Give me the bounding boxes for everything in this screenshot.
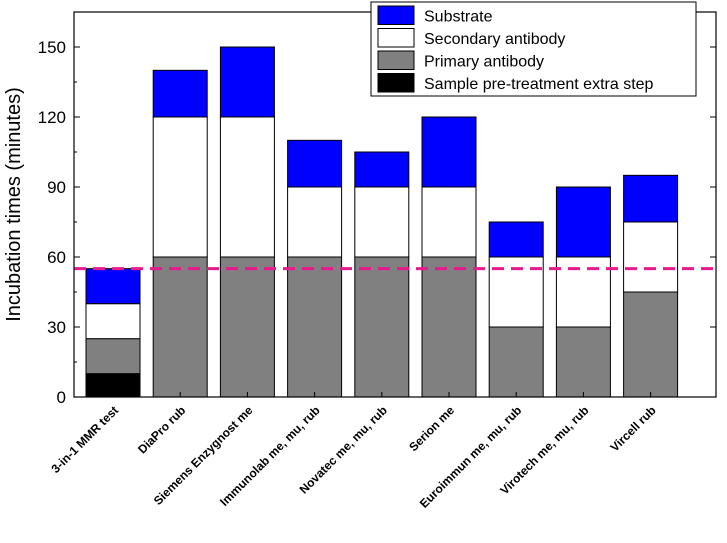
bars-layer xyxy=(85,46,679,398)
bar-segment-primary-antibody xyxy=(287,256,343,398)
bar-segment-secondary-antibody xyxy=(354,186,410,258)
x-category-label: Serion me xyxy=(406,403,457,454)
y-tick-label: 60 xyxy=(47,248,66,267)
bar-segment-substrate xyxy=(488,221,544,258)
bar-segment-substrate xyxy=(623,174,679,223)
y-tick-label: 0 xyxy=(57,388,66,407)
bar-segment-secondary-antibody xyxy=(85,303,141,340)
y-tick-label: 30 xyxy=(47,318,66,337)
bar-segment-primary-antibody xyxy=(152,256,208,398)
bar-segment-substrate xyxy=(421,116,477,188)
y-tick-label: 90 xyxy=(47,178,66,197)
bar-segment-substrate xyxy=(85,268,141,305)
legend-label: Secondary antibody xyxy=(424,31,565,48)
bar-segment-secondary-antibody xyxy=(421,186,477,258)
bar-segment-secondary-antibody xyxy=(555,256,611,328)
bar-segment-secondary-antibody xyxy=(219,116,275,258)
x-category-label: 3-in-1 MMR test xyxy=(49,403,122,476)
bar-segment-secondary-antibody xyxy=(623,221,679,293)
legend-label: Substrate xyxy=(424,9,493,26)
bar-segment-secondary-antibody xyxy=(152,116,208,258)
legend: Substrate Secondary antibody Primary antib… xyxy=(370,1,697,97)
bar-segment-substrate xyxy=(219,46,275,118)
bar-segment-primary-antibody xyxy=(219,256,275,398)
bar-segment-primary-antibody xyxy=(421,256,477,398)
tick-layer: 0 30 60 90 120 150 xyxy=(38,38,716,407)
bar-segment-substrate xyxy=(287,139,343,188)
legend-label: Primary antibody xyxy=(424,54,544,71)
bar-segment-primary-antibody xyxy=(85,338,141,375)
bar-segment-primary-antibody xyxy=(555,326,611,398)
legend-box xyxy=(370,1,697,97)
bar-segment-primary-antibody xyxy=(488,326,544,398)
y-tick-label: 120 xyxy=(38,108,66,127)
bar-segment-substrate xyxy=(555,186,611,258)
y-tick-label: 150 xyxy=(38,38,66,57)
bar-segment-substrate xyxy=(354,151,410,188)
x-category-label: Vircell rub xyxy=(607,403,658,454)
bar-segment-substrate xyxy=(152,69,208,118)
x-category-label: DiaPro rub xyxy=(135,403,188,456)
bar-segment-secondary-antibody xyxy=(287,186,343,258)
legend-swatch xyxy=(377,5,415,25)
legend-swatch xyxy=(377,50,415,70)
bar-segment-primary-antibody xyxy=(354,256,410,398)
legend-swatch xyxy=(377,73,415,93)
legend-swatch xyxy=(377,28,415,48)
bar-segment-primary-antibody xyxy=(623,291,679,398)
y-axis-label: Incubation times (minutes) xyxy=(3,87,25,322)
legend-label: Sample pre-treatment extra step xyxy=(424,76,654,93)
